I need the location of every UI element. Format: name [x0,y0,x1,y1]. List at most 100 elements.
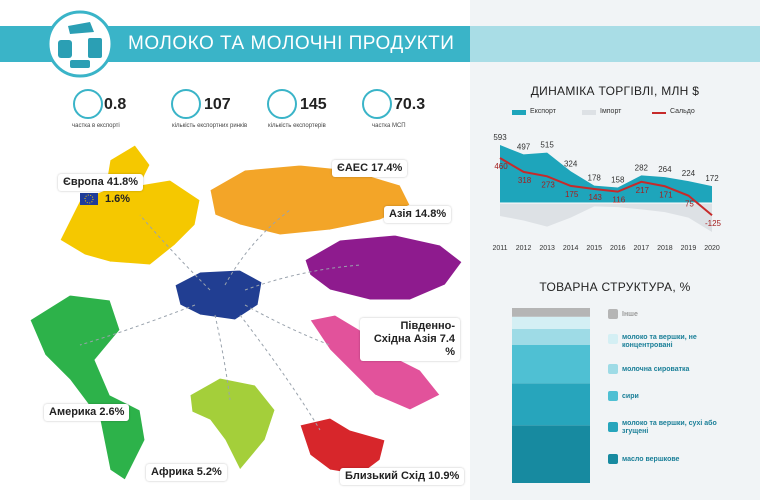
kpi-icon [171,89,201,119]
region-africa [189,377,276,471]
bar-segment [512,425,590,483]
area-import [500,203,712,233]
data-label: 318 [518,176,532,185]
arrow [244,304,331,346]
header-icon [46,10,114,78]
kpi-value: 0.8 [104,96,127,113]
title: МОЛОКО ТА МОЛОЧНІ ПРОДУКТИ [128,33,455,54]
bar-segment [512,316,590,329]
data-label: 175 [565,190,579,199]
data-label: 171 [659,190,673,199]
data-label: 324 [564,159,578,168]
data-label: 224 [682,169,696,178]
legend-swatch [608,454,618,464]
chart-title: ТОВАРНА СТРУКТУРА, % [539,280,691,294]
area-export [500,145,712,203]
region-middle-east [299,417,386,476]
x-tick-label: 2014 [563,245,579,252]
region-label: Америка 2.6% [44,404,130,421]
kpi-icons [73,89,392,119]
data-label: 460 [494,162,508,171]
legend-swatch [608,391,618,401]
data-label: 497 [517,142,531,151]
region-label: Африка 5.2% [146,464,227,481]
region-america [29,294,146,481]
kpi-label: частка МСП [372,123,406,129]
kpi-icon [73,89,103,119]
map [29,144,463,481]
data-label: 593 [493,133,507,142]
kpi-value: 107 [204,96,231,113]
legend-label: сири [622,393,639,400]
region-label: Європа 41.8% [58,174,144,191]
legend-label: Імпорт [600,108,622,115]
chart-title: ДИНАМІКА ТОРГІВЛІ, МЛН $ [530,84,700,98]
data-label: 143 [589,193,603,202]
kpi-label: частка в експорті [72,123,120,129]
map-arrows [79,209,361,431]
arrow [214,314,231,401]
legend-label: Сальдо [670,108,695,115]
arrow [244,264,361,291]
region-se-asia [309,314,441,411]
x-tick-label: 2018 [657,245,673,252]
bar-segment [512,308,590,317]
region-asia [304,234,463,301]
data-label: 75 [685,200,694,209]
data-label: 158 [611,176,625,185]
legend-label: молоко та вершки, не концентровані [622,334,697,349]
region-label: 1.6% [105,193,131,205]
legend-label: масло вершкове [622,456,680,463]
kpi-label: кількість експортних ринків [172,123,248,129]
eu-stars [84,194,94,204]
legend-swatch [608,364,618,374]
data-label: 515 [540,141,554,150]
x-tick-label: 2020 [704,245,720,252]
legend-swatch [582,110,596,115]
kpi-label: кількість експортерів [268,123,326,129]
data-label: -125 [705,219,722,228]
x-tick-label: 2013 [539,245,555,252]
kpi-icon [362,89,392,119]
bar-segment [512,329,590,345]
data-label: 282 [635,163,649,172]
x-tick-label: 2011 [492,245,507,252]
x-tick-label: 2016 [610,245,626,252]
region-label: ЄАЕС 17.4% [332,160,408,177]
x-tick-label: 2012 [516,245,532,252]
legend-swatch [608,334,618,344]
icon-pack [88,38,102,58]
kpi-icon [267,89,297,119]
data-label: 217 [636,186,650,195]
data-label: 116 [612,196,625,205]
x-tick-label: 2017 [634,245,650,252]
legend-label: Експорт [530,108,556,115]
kpi-value: 145 [300,96,327,113]
legend-label: молоко та вершки, сухі або згущені [622,420,717,435]
arrow [79,304,196,346]
legend-label: молочна сироватка [622,366,690,373]
line-saldo [499,157,713,216]
kpi-value: 70.3 [394,96,426,113]
region-ukraine [174,269,263,321]
bar-segment [512,344,590,384]
x-tick-label: 2019 [681,245,697,252]
region-label: Близький Схід 10.9% [340,468,465,485]
region-label: Азія 14.8% [384,206,452,223]
bar-segment [512,383,590,426]
icon-bottle [58,40,72,58]
data-label: 172 [705,174,719,183]
legend-swatch [608,422,618,432]
data-label: 273 [541,180,555,189]
arrow [239,314,321,431]
x-tick-label: 2015 [586,245,602,252]
legend-label: Інше [622,311,638,318]
data-label: 178 [588,174,602,183]
icon-cheese [68,22,94,34]
arrow [224,209,291,286]
legend-swatch [512,110,526,115]
eu-flag [80,193,98,205]
